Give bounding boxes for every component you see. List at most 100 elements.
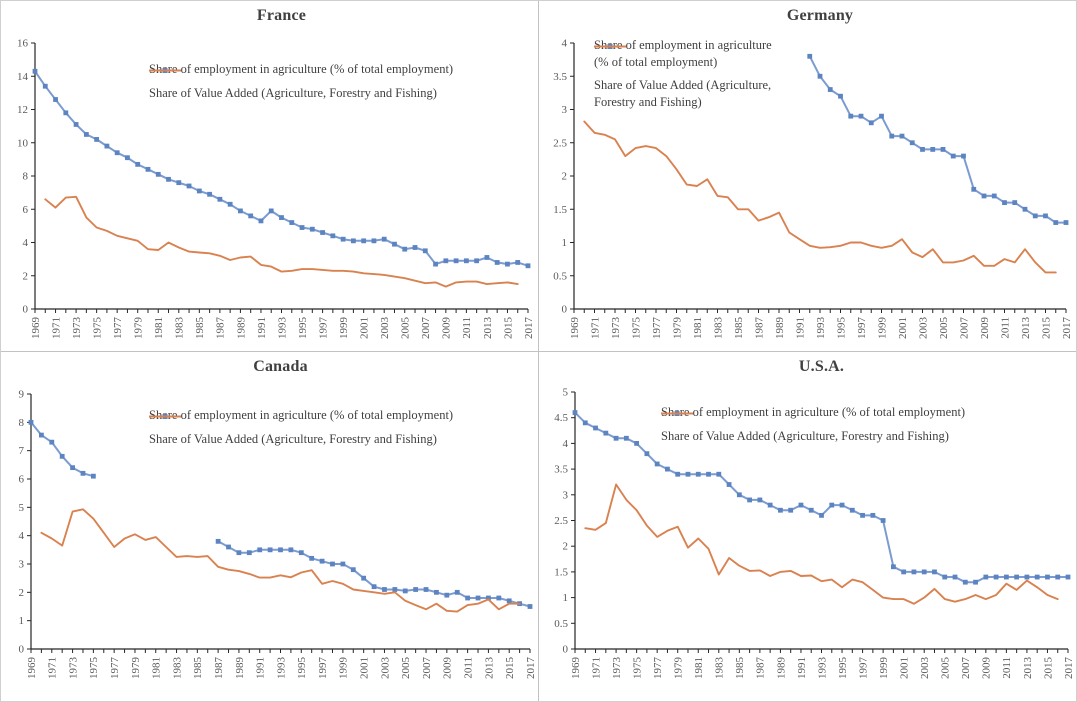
svg-text:2003: 2003 <box>379 317 391 340</box>
svg-text:4: 4 <box>19 530 25 542</box>
legend-label: Share of Value Added (Agriculture, Fores… <box>149 85 437 100</box>
svg-text:2009: 2009 <box>441 317 453 340</box>
svg-text:1971: 1971 <box>50 317 62 339</box>
chart-title-germany: Germany <box>786 7 854 24</box>
svg-text:4: 4 <box>563 438 569 450</box>
svg-text:1985: 1985 <box>192 657 204 680</box>
svg-text:3.5: 3.5 <box>553 71 567 83</box>
svg-text:4: 4 <box>562 38 568 50</box>
svg-text:14: 14 <box>17 71 29 83</box>
chart-france: 0 2 4 6 8 10 12 14 16 1969 1971 1973 1975 1977 1979 198… <box>17 38 535 340</box>
legend-usa: Share of employment in agriculture (% of… <box>661 404 965 444</box>
svg-text:2009: 2009 <box>442 657 454 680</box>
svg-text:1977: 1977 <box>652 657 664 680</box>
svg-text:6: 6 <box>23 204 29 216</box>
svg-text:1969: 1969 <box>26 657 38 680</box>
svg-text:1993: 1993 <box>275 657 287 680</box>
svg-text:2007: 2007 <box>960 657 972 680</box>
svg-text:1999: 1999 <box>338 657 350 680</box>
legend-entry-employment: Share of employment in agriculture (% of… <box>149 61 453 78</box>
chart-panel-france: France 0 2 4 6 8 10 12 14 16 1969 1971 1973 1975 1977… <box>1 1 538 351</box>
svg-text:10: 10 <box>17 137 29 149</box>
svg-text:1991: 1991 <box>796 657 808 679</box>
legend-label: Share of employment in agriculture (% of… <box>661 405 966 419</box>
svg-text:7: 7 <box>19 445 25 457</box>
svg-text:5: 5 <box>19 502 25 514</box>
svg-text:2005: 2005 <box>400 657 412 680</box>
svg-text:1985: 1985 <box>194 317 206 340</box>
svg-text:2015: 2015 <box>504 657 516 680</box>
svg-text:2001: 2001 <box>897 317 909 339</box>
svg-text:1971: 1971 <box>47 657 59 679</box>
svg-text:2003: 2003 <box>379 657 391 680</box>
svg-text:1999: 1999 <box>878 657 890 680</box>
svg-text:1977: 1977 <box>651 317 663 340</box>
svg-text:5: 5 <box>563 387 569 399</box>
svg-text:1.5: 1.5 <box>553 204 567 216</box>
svg-text:9: 9 <box>19 389 25 401</box>
svg-text:1989: 1989 <box>234 657 246 680</box>
svg-text:1987: 1987 <box>213 657 225 680</box>
svg-text:4.5: 4.5 <box>554 412 568 424</box>
svg-text:1995: 1995 <box>837 657 849 680</box>
svg-text:2017: 2017 <box>1063 657 1075 680</box>
svg-text:1989: 1989 <box>235 317 247 340</box>
svg-text:1995: 1995 <box>297 317 309 340</box>
svg-text:0.5: 0.5 <box>554 618 568 630</box>
value-added-series-swatch-icon <box>149 415 181 418</box>
svg-text:2: 2 <box>563 541 569 553</box>
chart-panel-usa: U.S.A. 0 0.5 1 1.5 2 2.5 3 3.5 4 4.5 5 1969 1971 1973… <box>539 352 1076 701</box>
svg-text:0: 0 <box>562 304 568 316</box>
chart-panel-canada: Canada 0 1 2 3 4 5 6 7 8 9 1969 1971 1973 1975 1977 197… <box>1 352 538 701</box>
value-added-series-swatch-icon <box>594 45 626 48</box>
svg-text:1999: 1999 <box>338 317 350 340</box>
svg-text:1981: 1981 <box>153 317 165 339</box>
chart-canada: 0 1 2 3 4 5 6 7 8 9 1969 1971 1973 1975 1977 1979 1981 19… <box>19 389 537 680</box>
svg-text:2013: 2013 <box>482 317 494 340</box>
svg-text:1993: 1993 <box>816 657 828 680</box>
svg-text:1983: 1983 <box>171 657 183 680</box>
svg-text:1975: 1975 <box>630 317 642 340</box>
legend-entry-value-added: Share of Value Added (Agriculture, Fores… <box>594 45 784 110</box>
svg-text:8: 8 <box>19 417 25 429</box>
svg-text:2013: 2013 <box>1022 657 1034 680</box>
svg-text:1969: 1969 <box>570 657 582 680</box>
chart-usa: 0 0.5 1 1.5 2 2.5 3 3.5 4 4.5 5 1969 1971 1973 1975 197… <box>554 387 1075 680</box>
legend-label: Share of Value Added (Agriculture, Fores… <box>594 78 772 109</box>
svg-text:2003: 2003 <box>917 317 929 340</box>
svg-text:1973: 1973 <box>71 317 83 340</box>
svg-text:1975: 1975 <box>631 657 643 680</box>
svg-text:1991: 1991 <box>255 657 267 679</box>
svg-text:2001: 2001 <box>359 317 371 339</box>
svg-text:16: 16 <box>17 38 29 50</box>
legend-label: Share of Value Added (Agriculture, Fores… <box>149 431 437 446</box>
svg-text:2009: 2009 <box>979 317 991 340</box>
svg-text:3: 3 <box>563 489 569 501</box>
svg-text:1: 1 <box>19 615 25 627</box>
svg-text:1971: 1971 <box>589 317 601 339</box>
svg-text:1987: 1987 <box>215 317 227 340</box>
svg-text:2011: 2011 <box>461 317 473 339</box>
svg-text:0.5: 0.5 <box>553 270 567 282</box>
svg-text:1983: 1983 <box>714 657 726 680</box>
svg-text:2: 2 <box>19 587 25 599</box>
svg-text:1995: 1995 <box>835 317 847 340</box>
chart-title-canada: Canada <box>253 358 308 375</box>
svg-text:2001: 2001 <box>899 657 911 679</box>
svg-text:2007: 2007 <box>420 317 432 340</box>
svg-text:1979: 1979 <box>671 317 683 340</box>
svg-text:1987: 1987 <box>753 317 765 340</box>
svg-text:1973: 1973 <box>67 657 79 680</box>
svg-text:2.5: 2.5 <box>554 515 568 527</box>
svg-text:2017: 2017 <box>1061 317 1073 340</box>
svg-text:1995: 1995 <box>296 657 308 680</box>
svg-text:1981: 1981 <box>692 317 704 339</box>
chart-germany: 0 0.5 1 1.5 2 2.5 3 3.5 4 1969 1971 1973 1975 1977 197… <box>553 38 1073 340</box>
svg-text:2017: 2017 <box>525 657 537 680</box>
svg-text:2007: 2007 <box>958 317 970 340</box>
svg-text:1985: 1985 <box>734 657 746 680</box>
svg-text:1975: 1975 <box>91 317 103 340</box>
svg-text:0: 0 <box>563 644 569 656</box>
svg-text:1983: 1983 <box>174 317 186 340</box>
